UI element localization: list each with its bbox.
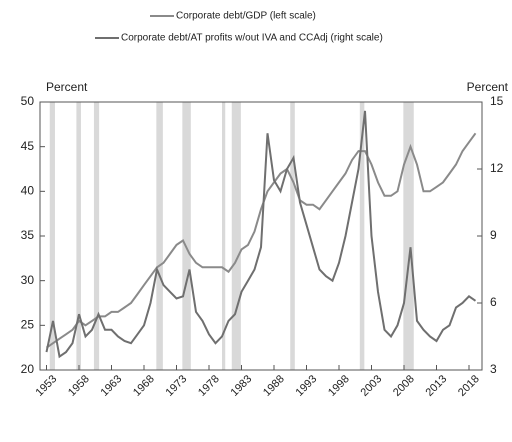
recession-band [403,102,414,370]
legend-label: Corporate debt/GDP (left scale) [176,11,316,22]
recession-band [231,102,241,370]
series-line [45,132,477,349]
x-tick-label: 2018 [456,373,482,399]
x-tick-label: 1993 [294,373,320,399]
x-tick-label: 2013 [424,373,450,399]
y2-tick-label: 9 [490,228,497,242]
x-tick-label: 1988 [261,373,287,399]
y2-tick-label: 12 [490,161,504,175]
recession-band [222,102,226,370]
y2-tick-label: 6 [490,295,497,309]
x-tick-label: 2008 [391,373,417,399]
y-tick-label: 20 [21,362,35,376]
x-tick-label: 1973 [164,373,190,399]
y-tick-label: 25 [21,318,35,332]
recession-band [156,102,163,370]
y2-tick-label: 15 [490,94,504,108]
recession-band [359,102,365,370]
x-tick-label: 2003 [359,373,385,399]
recession-band [182,102,191,370]
x-tick-label: 1968 [131,373,157,399]
recession-band [76,102,81,370]
recession-band [93,102,100,370]
y2-tick-label: 3 [490,362,497,376]
y2-axis-label: Percent [467,80,509,94]
recession-band [49,102,55,370]
y-tick-label: 50 [21,94,35,108]
x-tick-label: 1998 [326,373,352,399]
y-tick-label: 30 [21,273,35,287]
recession-band [290,102,295,370]
series-line [45,110,477,359]
x-tick-label: 1958 [66,373,92,399]
y-tick-label: 35 [21,228,35,242]
x-tick-label: 1983 [229,373,255,399]
legend-label: Corporate debt/AT profits w/out IVA and … [121,33,383,44]
x-tick-label: 1978 [196,373,222,399]
x-tick-label: 1963 [99,373,125,399]
y-tick-label: 45 [21,139,35,153]
y-tick-label: 40 [21,184,35,198]
x-tick-label: 1953 [34,373,60,399]
y-axis-label: Percent [46,80,88,94]
